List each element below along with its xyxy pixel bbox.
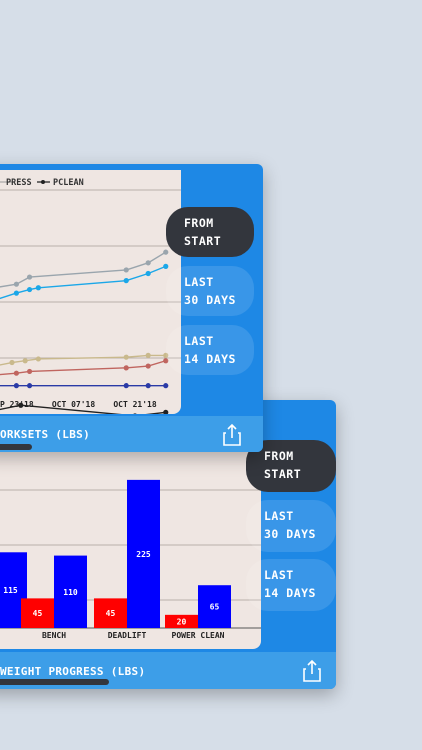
series-point <box>163 358 169 364</box>
share-icon[interactable] <box>222 423 242 447</box>
top-footer-title: ORKSETS (LBS) <box>0 428 90 441</box>
series-point <box>145 352 151 358</box>
bar-value-label: 45 <box>106 609 116 618</box>
bottom-last-14-line2: 14 DAYS <box>264 586 316 600</box>
bottom-last-30-days-button[interactable]: LAST 30 DAYS <box>246 500 336 552</box>
weight-progress-card: 115SS45110BENCH45225DEADLIFT2065POWER CL… <box>0 400 336 689</box>
bottom-from-start-line2: START <box>264 467 302 481</box>
series-point <box>133 413 137 414</box>
bar <box>21 598 54 628</box>
bottom-from-start-line1: FROM <box>264 449 294 463</box>
line-chart-plot: PRESS PCLEAN SEP 23'18 OCT 07'18 OCT 21'18 <box>0 170 181 414</box>
bar <box>165 614 198 628</box>
x-tick-label: SEP 23'18 <box>0 400 34 409</box>
bar-value-label: 45 <box>33 609 43 618</box>
series-point <box>13 281 19 287</box>
line-chart: PRESS PCLEAN SEP 23'18 OCT 07'18 OCT 21'18 <box>0 178 181 414</box>
bar <box>94 598 127 628</box>
top-from-start-button[interactable]: FROM START <box>166 207 254 257</box>
workset-chart-card: PRESS PCLEAN SEP 23'18 OCT 07'18 OCT 21'18 F… <box>0 164 263 452</box>
top-last-30-line2: 30 DAYS <box>184 293 236 307</box>
series-point <box>18 402 24 408</box>
top-last-14-line2: 14 DAYS <box>184 352 236 366</box>
series-point <box>145 260 151 266</box>
category-label: BENCH <box>42 631 66 640</box>
series-point <box>13 370 19 376</box>
bottom-footer-title: WEIGHT PROGRESS (LBS) <box>0 665 146 678</box>
series-point <box>9 359 15 366</box>
bottom-scroll-indicator[interactable] <box>0 679 109 685</box>
series-point <box>123 267 129 273</box>
top-last-14-line1: LAST <box>184 334 214 348</box>
series-point <box>163 249 169 255</box>
bar-value-label: 115 <box>3 586 18 595</box>
top-last-14-days-button[interactable]: LAST 14 DAYS <box>166 325 254 375</box>
top-scroll-indicator[interactable] <box>0 444 32 450</box>
top-footer <box>0 416 263 452</box>
bottom-last-30-line1: LAST <box>264 509 294 523</box>
series-line <box>0 265 167 300</box>
series-point <box>163 352 169 358</box>
bar-value-label: 65 <box>210 603 220 612</box>
series-line <box>0 251 167 288</box>
series-point <box>26 274 33 280</box>
bar <box>127 479 160 628</box>
series-line <box>0 404 166 414</box>
series-line <box>0 360 166 376</box>
series-point <box>13 383 19 389</box>
x-tick-label: OCT 21'18 <box>113 400 157 409</box>
legend-press: PRESS <box>6 178 32 188</box>
series-point <box>123 354 129 360</box>
series-point <box>163 383 169 389</box>
bar <box>198 585 231 628</box>
series-point <box>123 383 129 389</box>
series-point <box>26 368 33 375</box>
series-point <box>163 409 169 414</box>
bottom-last-30-line2: 30 DAYS <box>264 527 316 541</box>
series-point <box>123 278 129 284</box>
series-point <box>123 365 129 371</box>
bar-value-label: 110 <box>63 588 78 597</box>
bar-chart: 115SS45110BENCH45225DEADLIFT2065POWER CL… <box>0 479 261 640</box>
series-point <box>26 383 33 389</box>
series-point <box>163 263 169 269</box>
bottom-last-14-days-button[interactable]: LAST 14 DAYS <box>246 559 336 611</box>
category-label: DEADLIFT <box>108 631 147 640</box>
top-last-30-line1: LAST <box>184 275 214 289</box>
bar-chart-plot: 115SS45110BENCH45225DEADLIFT2065POWER CL… <box>0 450 261 649</box>
series-point <box>26 286 33 293</box>
x-tick-label: OCT 07'18 <box>52 400 96 409</box>
bar-value-label: 20 <box>177 617 187 626</box>
series-point <box>145 383 151 389</box>
bar <box>54 555 87 628</box>
series-point <box>35 285 41 291</box>
series-point <box>13 290 19 296</box>
legend-pclean: PCLEAN <box>53 178 84 188</box>
bottom-last-14-line1: LAST <box>264 568 294 582</box>
top-from-start-line1: FROM <box>184 216 214 230</box>
top-from-start-line2: START <box>184 234 222 248</box>
share-icon[interactable] <box>302 659 322 683</box>
category-label: POWER CLEAN <box>172 631 225 640</box>
legend-pclean-marker <box>41 180 45 184</box>
top-last-30-days-button[interactable]: LAST 30 DAYS <box>166 266 254 316</box>
series-point <box>35 356 41 362</box>
bar-value-label: 225 <box>136 550 151 559</box>
series-point <box>145 363 151 369</box>
series-point <box>145 270 151 277</box>
series-point <box>22 358 28 364</box>
